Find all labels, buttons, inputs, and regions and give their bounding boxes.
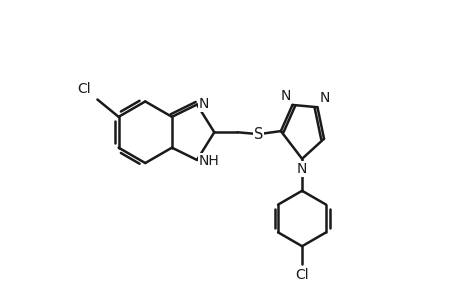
- Text: Cl: Cl: [77, 82, 90, 96]
- Text: N: N: [319, 91, 329, 105]
- Text: NH: NH: [198, 154, 219, 168]
- Text: N: N: [296, 162, 307, 176]
- Text: Cl: Cl: [295, 268, 308, 282]
- Text: N: N: [280, 89, 290, 103]
- Text: N: N: [198, 97, 209, 111]
- Text: S: S: [253, 127, 263, 142]
